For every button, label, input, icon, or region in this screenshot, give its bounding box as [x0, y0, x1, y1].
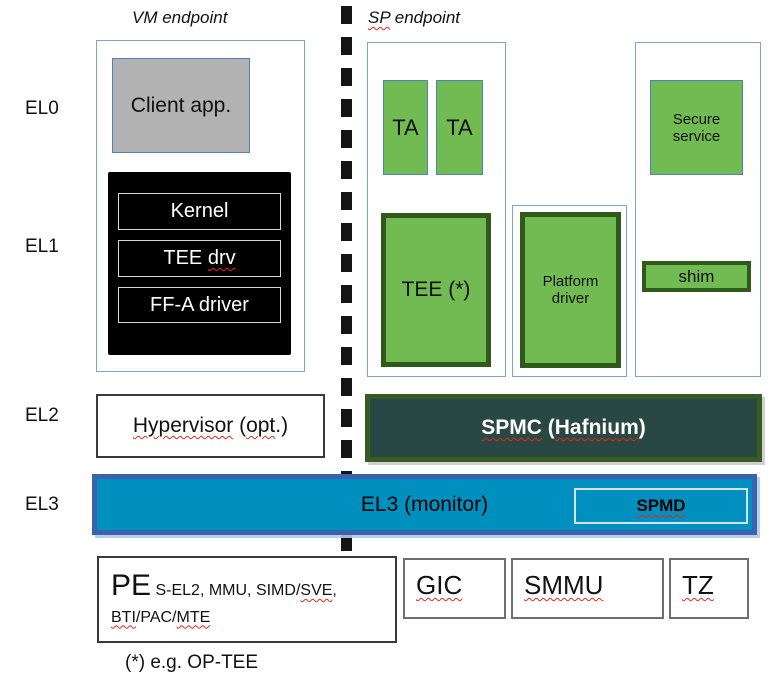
smmu-label: SMMU: [524, 570, 604, 600]
hypervisor-label: Hypervisor (opt.): [132, 414, 289, 437]
pe-features-line1: S-EL2, MMU, SIMD/SVE,: [151, 582, 337, 599]
ta-box-2: TA: [436, 80, 483, 175]
el2-label: EL2: [25, 405, 59, 426]
tee-label: TEE (*): [401, 278, 471, 301]
secure-service-label: Secure service: [672, 110, 721, 145]
ta-label-2: TA: [446, 114, 473, 140]
ffa-driver-label: FF-A driver: [150, 293, 249, 316]
kernel-stack-box: Kernel TEE drv FF-A driver: [108, 172, 291, 355]
sp-endpoint-label: SP endpoint: [368, 8, 460, 27]
spmc-box: SPMC (Hafnium): [365, 394, 762, 462]
shim-box: shim: [642, 261, 751, 292]
shim-label: shim: [678, 266, 715, 286]
secure-service-box: Secure service: [650, 80, 743, 175]
footnote: (*) e.g. OP-TEE: [125, 652, 259, 673]
ta-label-1: TA: [392, 114, 419, 140]
ta-box-1: TA: [383, 80, 428, 175]
el0-label: EL0: [25, 98, 59, 119]
tee-box: TEE (*): [381, 213, 491, 367]
spmc-label: SPMC (Hafnium): [481, 416, 646, 439]
hypervisor-box: Hypervisor (opt.): [96, 394, 325, 458]
pe-box: PE S-EL2, MMU, SIMD/SVE, BTI/PAC/MTE: [97, 556, 397, 643]
spmd-box: SPMD: [574, 488, 748, 524]
smmu-box: SMMU: [511, 558, 664, 619]
vm-endpoint-label: VM endpoint: [132, 8, 228, 27]
platform-driver-box: Platform driver: [520, 212, 621, 368]
tee-drv-box: TEE drv: [118, 240, 281, 277]
el3-monitor-bar: EL3 (monitor) SPMD: [92, 474, 757, 535]
sp-endpoint-word: SP: [368, 8, 391, 27]
gic-label: GIC: [416, 570, 463, 600]
pe-features-line2: BTI/PAC/MTE: [111, 608, 211, 626]
platform-driver-label: Platform driver: [542, 273, 599, 307]
tee-drv-label: TEE drv: [163, 247, 236, 269]
el3-label: EL3: [25, 494, 59, 515]
endpoint-divider-dashed-line: [341, 6, 352, 558]
el3-monitor-label: EL3 (monitor): [360, 492, 489, 516]
ffa-driver-box: FF-A driver: [118, 287, 281, 323]
kernel-label: Kernel: [170, 200, 229, 222]
el1-label: EL1: [25, 236, 59, 257]
client-app-box: Client app.: [112, 58, 250, 153]
tz-label: TZ: [682, 570, 714, 600]
tz-box: TZ: [669, 558, 749, 619]
spmd-label: SPMD: [636, 496, 686, 515]
pe-title: PE: [111, 569, 152, 602]
client-app-label: Client app.: [130, 93, 232, 117]
gic-box: GIC: [403, 558, 506, 619]
kernel-box: Kernel: [118, 193, 281, 230]
